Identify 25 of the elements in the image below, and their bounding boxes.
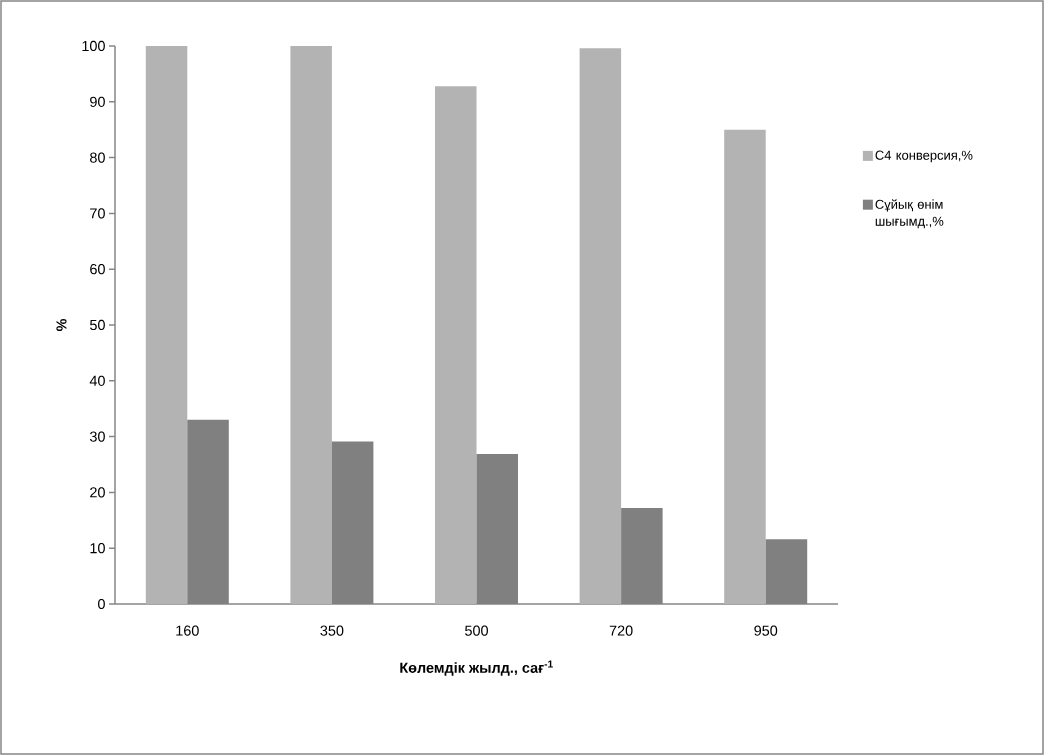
y-tick-label: 20 (90, 487, 105, 498)
legend-label: С4 конверсия,% (875, 150, 973, 163)
x-tick-label: 950 (754, 625, 778, 636)
y-tick-label: 90 (90, 96, 105, 107)
y-axis-title: % (56, 318, 67, 332)
x-tick-label: 720 (609, 625, 633, 636)
y-tick-label: 0 (98, 598, 105, 610)
y-tick-label: 40 (89, 375, 105, 386)
y-tick-label: 60 (90, 264, 105, 275)
y-tick-label: 10 (90, 543, 105, 554)
y-tick-label: 100 (82, 40, 105, 52)
y-tick-label: 30 (89, 431, 105, 442)
bar (290, 45, 332, 604)
y-tick-label: 50 (89, 319, 105, 331)
bar (435, 86, 477, 604)
y-tick-label: 80 (90, 152, 105, 163)
bar (724, 129, 766, 604)
x-tick-label: 350 (320, 625, 344, 636)
x-tick-label: 160 (176, 625, 199, 636)
legend-label: Сұйық өнім шығымд.,% (875, 199, 944, 229)
bar (579, 48, 622, 604)
y-tick-label: 70 (90, 208, 105, 219)
x-axis-title: Көлемдік жылд., сағ$^{-1}$ (400, 660, 553, 676)
bar (145, 45, 188, 604)
x-tick-label: 500 (465, 625, 488, 636)
